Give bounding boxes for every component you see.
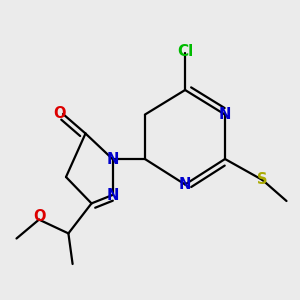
Text: O: O [33,209,45,224]
Text: N: N [106,188,119,202]
Text: N: N [219,107,231,122]
Text: Cl: Cl [177,44,193,59]
Text: S: S [257,172,268,188]
Text: O: O [54,106,66,122]
Text: N: N [179,177,191,192]
Text: N: N [106,152,119,166]
